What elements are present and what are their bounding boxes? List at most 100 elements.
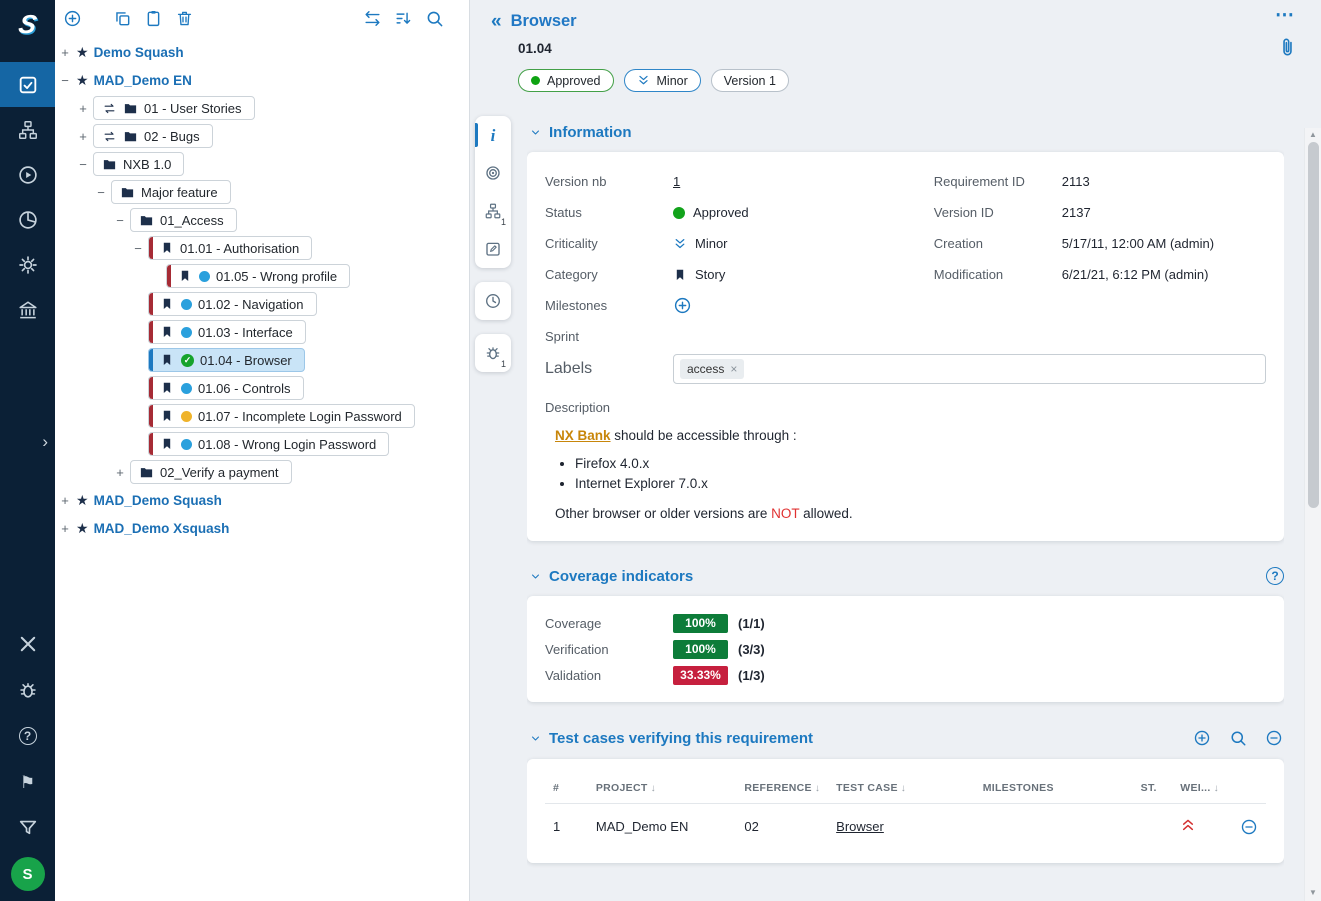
create-button[interactable] xyxy=(59,5,85,31)
tree-node[interactable]: 01.08 - Wrong Login Password xyxy=(148,432,390,456)
swap-view-button[interactable] xyxy=(359,5,385,31)
tab-versions[interactable] xyxy=(475,230,511,268)
scrollbar-thumb[interactable] xyxy=(1308,142,1319,508)
remove-label-icon[interactable]: × xyxy=(730,362,738,376)
expand-rail-chevron-icon[interactable]: › xyxy=(42,432,48,451)
tree-item-folder[interactable]: − Major feature xyxy=(55,178,469,206)
collapse-icon[interactable]: − xyxy=(134,240,142,256)
squash-logo[interactable]: S xyxy=(0,0,55,48)
version-chip[interactable]: Version 1 xyxy=(710,69,789,92)
tree-item-project[interactable]: − ★ MAD_Demo EN xyxy=(55,66,469,94)
help-icon[interactable]: ? xyxy=(1266,567,1284,585)
scroll-down-arrow[interactable]: ▼ xyxy=(1305,888,1321,897)
column-header-sortable[interactable]: PROJECT ↓ xyxy=(595,782,656,794)
rail-item-help[interactable]: ? xyxy=(0,713,55,759)
rail-item-automation[interactable] xyxy=(0,242,55,287)
tree-node[interactable]: ✓ 01.04 - Browser xyxy=(148,348,305,372)
tree-node[interactable]: 01_Access xyxy=(130,208,237,232)
tree-item-requirement[interactable]: − 01.01 - Authorisation xyxy=(55,234,469,262)
tree-item-folder[interactable]: + 02_Verify a payment xyxy=(55,458,469,486)
collapse-icon[interactable]: − xyxy=(116,212,124,228)
expand-icon[interactable]: + xyxy=(116,464,124,480)
column-header-sortable[interactable]: WEI... ↓ xyxy=(1180,782,1219,794)
rail-item-test-cases[interactable] xyxy=(0,107,55,152)
status-chip[interactable]: Approved xyxy=(518,69,614,92)
copy-button[interactable] xyxy=(109,5,135,31)
remove-test-case-button[interactable] xyxy=(1264,728,1284,748)
tree-item-requirement-selected[interactable]: ✓ 01.04 - Browser xyxy=(55,346,469,374)
paste-button[interactable] xyxy=(140,5,166,31)
rail-item-tools[interactable] xyxy=(0,621,55,667)
collapse-icon[interactable]: − xyxy=(79,156,87,172)
tree-node[interactable]: 01 - User Stories xyxy=(93,96,255,120)
tree-item-requirement[interactable]: 01.08 - Wrong Login Password xyxy=(55,430,469,458)
tree-node[interactable]: 01.05 - Wrong profile xyxy=(166,264,351,288)
tree-node[interactable]: Major feature xyxy=(111,180,231,204)
tree-item-requirement[interactable]: 01.06 - Controls xyxy=(55,374,469,402)
scroll-up-arrow[interactable]: ▲ xyxy=(1305,130,1321,139)
rail-item-bugtracker[interactable] xyxy=(0,667,55,713)
labels-input[interactable]: access × xyxy=(673,354,1266,384)
tab-test-cases[interactable]: 1 xyxy=(475,192,511,230)
coverage-section-header[interactable]: Coverage indicators ? xyxy=(529,567,1284,585)
collapse-panel-button[interactable]: « xyxy=(491,11,502,32)
tree-item-project[interactable]: + ★ MAD_Demo Xsquash xyxy=(55,514,469,542)
expand-icon[interactable]: + xyxy=(79,128,87,144)
tree-node[interactable]: 02_Verify a payment xyxy=(130,460,292,484)
user-avatar[interactable]: S xyxy=(10,857,45,891)
tree-item-requirement[interactable]: 01.02 - Navigation xyxy=(55,290,469,318)
tree-node[interactable]: 02 - Bugs xyxy=(93,124,213,148)
rail-item-requirements[interactable] xyxy=(0,62,55,107)
collapse-icon[interactable]: − xyxy=(61,72,69,88)
label-chip[interactable]: access × xyxy=(680,359,745,379)
attachments-button[interactable] xyxy=(1276,36,1299,62)
search-test-case-button[interactable] xyxy=(1228,728,1248,748)
rail-item-campaigns[interactable] xyxy=(0,152,55,197)
tab-history[interactable] xyxy=(475,282,511,320)
search-button[interactable] xyxy=(421,5,447,31)
collapse-icon[interactable]: − xyxy=(97,184,105,200)
column-header-sortable[interactable]: REFERENCE ↓ xyxy=(744,782,821,794)
rail-item-flag[interactable]: ⚑ xyxy=(0,759,55,805)
test-case-link[interactable]: Browser xyxy=(836,819,884,834)
tree-item-folder[interactable]: − 01_Access xyxy=(55,206,469,234)
information-section-header[interactable]: Information xyxy=(529,124,1284,141)
tree-item-folder[interactable]: − NXB 1.0 xyxy=(55,150,469,178)
tree-item-folder[interactable]: + 02 - Bugs xyxy=(55,122,469,150)
rail-item-administration[interactable] xyxy=(0,287,55,332)
test-cases-section-header[interactable]: Test cases verifying this requirement xyxy=(529,728,1284,748)
tree-node[interactable]: 01.07 - Incomplete Login Password xyxy=(148,404,415,428)
tree-item-project[interactable]: + ★ Demo Squash xyxy=(55,38,469,66)
tab-bugtracker[interactable]: 1 xyxy=(475,334,511,372)
tree-node[interactable]: 01.01 - Authorisation xyxy=(148,236,313,260)
unlink-test-case-button[interactable] xyxy=(1240,818,1258,836)
version-nb-link[interactable]: 1 xyxy=(673,174,681,189)
tab-coverage[interactable] xyxy=(475,154,511,192)
more-menu-button[interactable]: ⋯ xyxy=(1275,5,1295,26)
tree-item-project[interactable]: + ★ MAD_Demo Squash xyxy=(55,486,469,514)
sort-button[interactable] xyxy=(390,5,416,31)
nx-bank-link[interactable]: NX Bank xyxy=(555,428,611,443)
criticality-chip[interactable]: Minor xyxy=(623,69,701,92)
tree-item-requirement[interactable]: 01.05 - Wrong profile xyxy=(55,262,469,290)
tree-item-requirement[interactable]: 01.03 - Interface xyxy=(55,318,469,346)
delete-button[interactable] xyxy=(171,5,197,31)
column-header-sortable[interactable]: TEST CASE ↓ xyxy=(836,782,907,794)
tree-node[interactable]: 01.02 - Navigation xyxy=(148,292,317,316)
rail-item-filter[interactable] xyxy=(0,805,55,851)
add-test-case-button[interactable] xyxy=(1192,728,1212,748)
expand-icon[interactable]: + xyxy=(79,100,87,116)
add-milestone-button[interactable] xyxy=(673,296,692,315)
expand-icon[interactable]: + xyxy=(61,44,69,60)
tree-node[interactable]: NXB 1.0 xyxy=(93,152,185,176)
expand-icon[interactable]: + xyxy=(61,492,69,508)
tab-information[interactable]: i xyxy=(475,116,511,154)
tree-item-folder[interactable]: + 01 - User Stories xyxy=(55,94,469,122)
vertical-scrollbar[interactable]: ▲ ▼ xyxy=(1304,128,1321,901)
table-row[interactable]: 1 MAD_Demo EN 02 Browser xyxy=(545,804,1266,850)
expand-icon[interactable]: + xyxy=(61,520,69,536)
rail-item-reporting[interactable] xyxy=(0,197,55,242)
tree-node[interactable]: 01.06 - Controls xyxy=(148,376,304,400)
tree-node[interactable]: 01.03 - Interface xyxy=(148,320,306,344)
tree-item-requirement[interactable]: 01.07 - Incomplete Login Password xyxy=(55,402,469,430)
